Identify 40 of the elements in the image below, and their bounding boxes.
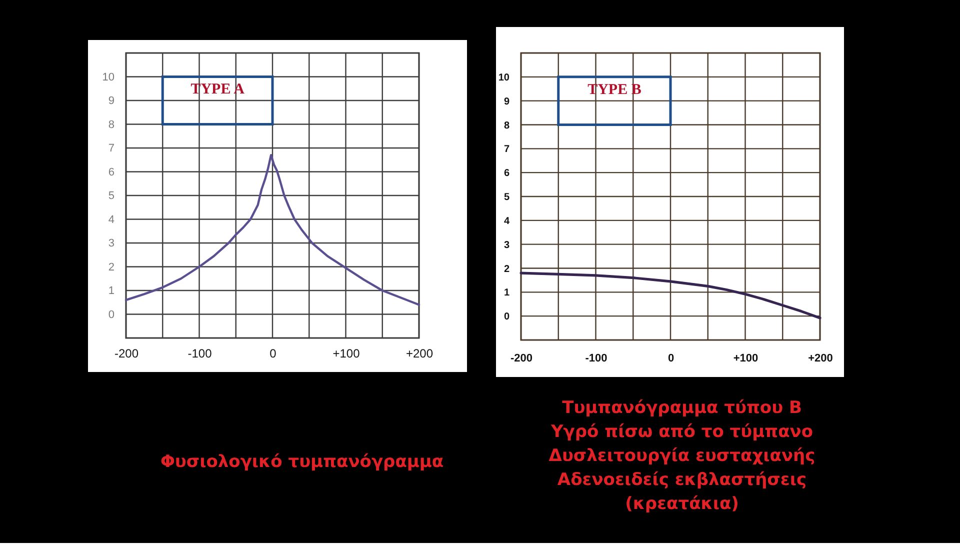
x-tick-label: +100 [733, 352, 758, 364]
y-tick-label: 1 [108, 285, 114, 297]
y-tick-label: 5 [108, 190, 114, 202]
y-tick-label: 4 [504, 216, 510, 227]
x-tick-label: 0 [668, 352, 674, 364]
x-tick-label: +200 [808, 352, 833, 364]
y-tick-label: 0 [108, 308, 114, 321]
text: Τυμπανόγραμμα τύπου Β [562, 398, 802, 418]
y-tick-label: 6 [108, 166, 114, 178]
text: Υγρό πίσω από το τύμπανο [550, 422, 814, 442]
y-tick-label: 3 [504, 240, 510, 251]
y-tick-label: 2 [504, 264, 510, 275]
y-tick-label: 8 [504, 120, 510, 132]
text: Φυσιολογικό τυμπανόγραμμα [160, 452, 444, 472]
x-tick-label: +200 [406, 346, 434, 360]
y-tick-label: 6 [504, 168, 510, 180]
x-tick-label: +100 [332, 346, 360, 360]
y-tick-label: 10 [102, 71, 114, 84]
line-series [124, 154, 420, 306]
x-tick-label: -100 [585, 352, 608, 364]
x-tick-label: -100 [188, 346, 212, 360]
y-tick-label: 2 [108, 261, 114, 274]
y-tick-label: 4 [108, 214, 114, 226]
y-tick-label: 9 [504, 96, 510, 108]
line-series [520, 272, 822, 320]
x-tick-label: 0 [270, 346, 277, 360]
y-tick-label: 5 [504, 192, 510, 203]
y-tick-label: 7 [108, 142, 114, 154]
y-tick-label: 0 [504, 312, 510, 323]
y-tick-label: 3 [108, 238, 114, 250]
y-tick-label: 1 [504, 288, 510, 299]
text: Αδενοειδείς εκβλαστήσεις [557, 470, 807, 490]
text: (κρεατάκια) [625, 494, 739, 514]
x-tick-label: -200 [510, 352, 533, 364]
x-tick-label: -200 [114, 346, 139, 360]
y-tick-label: 8 [108, 118, 114, 131]
y-tick-label: 9 [108, 95, 114, 107]
y-tick-label: 7 [504, 144, 510, 156]
y-tick-label: 10 [498, 72, 510, 84]
text: Δυσλειτουργία ευσταχιανής [548, 446, 816, 466]
